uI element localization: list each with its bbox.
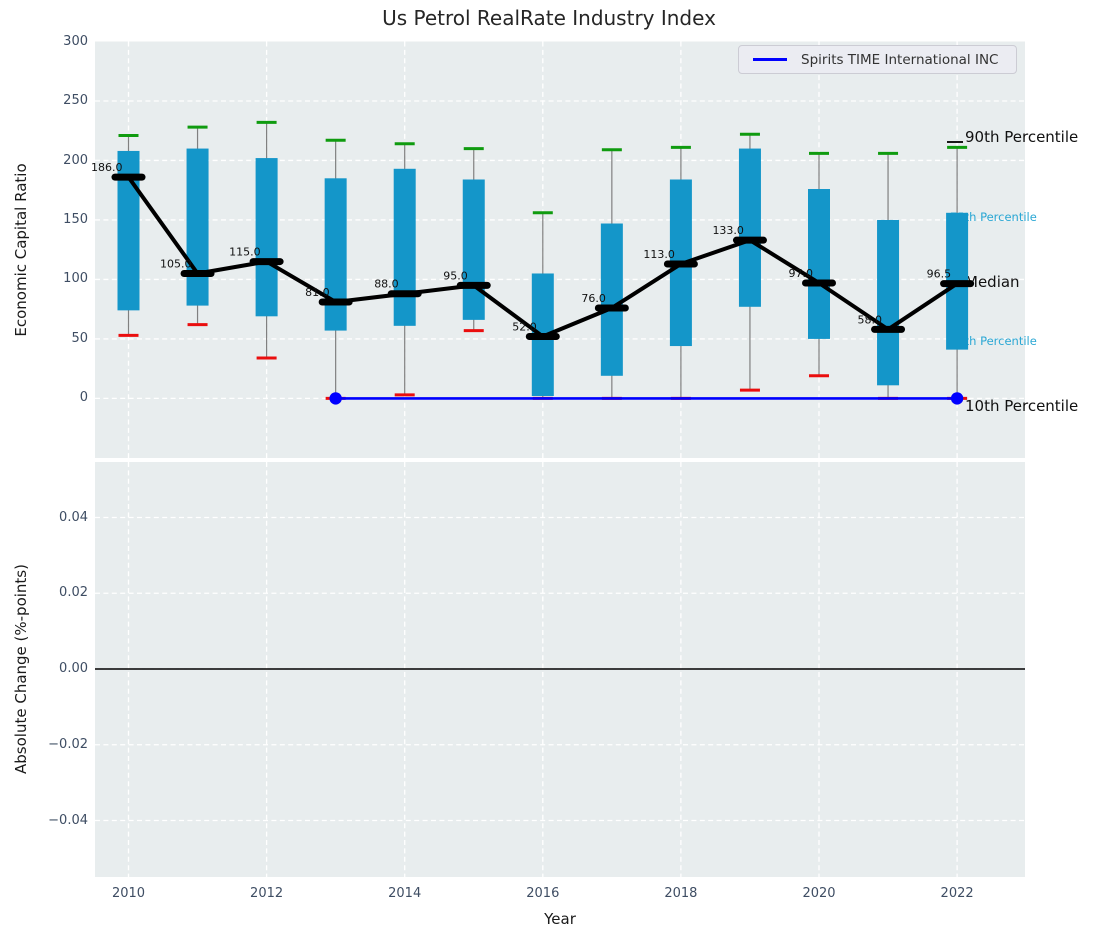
y-tick-label-top: 150 [63,211,88,227]
y-tick-label-bottom: −0.02 [48,736,88,752]
right-label-75th-percentile: 75th Percentile [950,210,1037,225]
y-tick-label-bottom: 0.02 [59,585,88,601]
right-label-25th-percentile: 25th Percentile [950,333,1037,348]
y-axis-label-top: Economic Capital Ratio [12,163,30,337]
x-tick-label: 2016 [526,886,560,901]
y-tick-label-top: 50 [71,330,88,346]
x-tick-label: 2012 [250,886,284,901]
y-tick-label-bottom: 0.04 [59,509,88,525]
y-tick-label-bottom: 0.00 [59,661,88,676]
legend-box: Spirits TIME International INC [738,45,1017,74]
y-tick-label-top: 250 [63,93,88,108]
legend-line-swatch [753,58,787,61]
x-axis-label: Year [544,910,576,928]
x-tick-label: 2010 [111,886,146,901]
right-label-10th-percentile: 10th Percentile [965,396,1079,415]
x-tick-label: 2018 [664,886,698,901]
y-tick-label-top: 300 [63,33,88,49]
y-tick-label-bottom: −0.04 [48,812,88,828]
legend-label: Spirits TIME International INC [801,51,999,68]
y-tick-label-top: 0 [79,390,88,406]
chart-title: Us Petrol RealRate Industry Index [382,6,716,30]
x-tick-label: 2014 [388,886,422,901]
x-tick-label: 2022 [940,886,974,901]
right-label-90th-percentile: 90th Percentile [965,127,1079,146]
right-label-median: Median [965,273,1020,291]
x-tick-label: 2020 [802,886,836,901]
y-tick-label-top: 200 [63,152,88,168]
y-axis-label-bottom: Absolute Change (%-points) [12,564,30,774]
y-tick-label-top: 100 [63,271,88,287]
